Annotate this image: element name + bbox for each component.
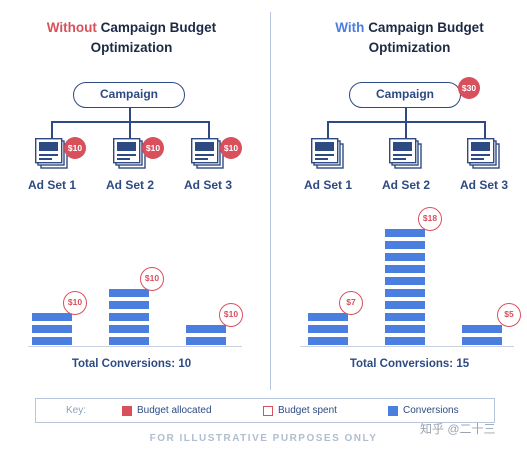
conversion-segment (385, 301, 425, 309)
conversion-segment (385, 265, 425, 273)
left-adset-2-budget-badge: $10 (142, 137, 164, 159)
conversion-segment (308, 337, 348, 345)
conversion-segment (385, 229, 425, 237)
conversion-segment (385, 241, 425, 249)
conversion-segment (385, 337, 425, 345)
right-adset-1-label: Ad Set 1 (303, 178, 352, 192)
conversion-segment (308, 325, 348, 333)
right-campaign-budget-badge: $30 (458, 77, 480, 99)
conversion-segment (385, 253, 425, 261)
right-title-highlight: With (335, 20, 365, 35)
right-connector-stem (405, 108, 407, 122)
right-panel-title: With Campaign Budget Optimization (278, 18, 527, 58)
conversion-segment (462, 325, 502, 333)
left-title-rest: Campaign Budget (100, 20, 217, 35)
right-connector-drop-3 (484, 121, 486, 138)
right-adset-2-label: Ad Set 2 (381, 178, 430, 192)
right-bar-2-spent-badge: $18 (418, 207, 442, 231)
left-adset-2-icon (112, 137, 147, 175)
left-adset-3-icon (190, 137, 225, 175)
left-campaign-box: Campaign (73, 82, 185, 108)
right-title-line2: Optimization (368, 40, 451, 55)
left-adset-1-label: Ad Set 1 (27, 178, 76, 192)
legend-spent-swatch (263, 406, 273, 416)
left-connector-stem (129, 108, 131, 122)
conversion-segment (32, 325, 72, 333)
conversion-segment (186, 337, 226, 345)
footer-disclaimer: FOR ILLUSTRATIVE PURPOSES ONLY (149, 433, 378, 444)
left-panel-title: Without Campaign Budget Optimization (0, 18, 263, 58)
right-title-rest: Campaign Budget (368, 20, 484, 35)
right-bar-3-spent-badge: $5 (497, 303, 521, 327)
right-bar-1 (308, 313, 348, 345)
left-title-highlight: Without (46, 20, 97, 35)
conversion-segment (385, 277, 425, 285)
right-connector-drop-2 (405, 121, 407, 138)
right-bar-3 (462, 325, 502, 345)
right-adset-3-label: Ad Set 3 (459, 178, 508, 192)
left-bar-3 (186, 325, 226, 345)
right-campaign-box: Campaign (349, 82, 461, 108)
left-connector-drop-1 (51, 121, 53, 138)
right-adset-1-icon (310, 137, 345, 175)
left-adset-1-budget-badge: $10 (64, 137, 86, 159)
right-adset-2-icon (388, 137, 423, 175)
legend-allocated-label: Budget allocated (137, 405, 212, 416)
right-bar-1-spent-badge: $7 (339, 291, 363, 315)
conversion-segment (385, 325, 425, 333)
conversion-segment (32, 313, 72, 321)
legend-box: Key: Budget allocated Budget spent Conve… (35, 398, 495, 423)
left-adset-3-label: Ad Set 3 (183, 178, 232, 192)
right-total-conversions: Total Conversions: 15 (349, 358, 470, 370)
conversion-segment (32, 337, 72, 345)
right-baseline (300, 346, 514, 347)
conversion-segment (462, 337, 502, 345)
panel-divider (270, 12, 271, 390)
left-adset-1-icon (34, 137, 69, 175)
left-baseline (28, 346, 242, 347)
right-connector-drop-1 (327, 121, 329, 138)
conversion-segment (109, 313, 149, 321)
left-adset-3-budget-badge: $10 (220, 137, 242, 159)
conversion-segment (385, 313, 425, 321)
legend-conversions-swatch (388, 406, 398, 416)
watermark-text: 知乎 @二十三 (420, 422, 496, 436)
left-bar-1 (32, 313, 72, 345)
left-bar-3-spent-badge: $10 (219, 303, 243, 327)
left-bar-2-spent-badge: $10 (140, 267, 164, 291)
legend-key-label: Key: (66, 405, 87, 416)
conversion-segment (109, 337, 149, 345)
legend-allocated-swatch (122, 406, 132, 416)
legend-spent-label: Budget spent (278, 405, 337, 416)
left-connector-drop-3 (208, 121, 210, 138)
left-title-line2: Optimization (90, 40, 173, 55)
left-bar-2 (109, 289, 149, 345)
left-bar-1-spent-badge: $10 (63, 291, 87, 315)
conversion-segment (109, 289, 149, 297)
left-adset-2-label: Ad Set 2 (105, 178, 154, 192)
conversion-segment (186, 325, 226, 333)
left-connector-drop-2 (129, 121, 131, 138)
legend-conversions-label: Conversions (403, 405, 459, 416)
conversion-segment (109, 301, 149, 309)
right-bar-2 (385, 229, 425, 345)
conversion-segment (109, 325, 149, 333)
right-adset-3-icon (466, 137, 501, 175)
conversion-segment (308, 313, 348, 321)
conversion-segment (385, 289, 425, 297)
left-total-conversions: Total Conversions: 10 (71, 358, 192, 370)
